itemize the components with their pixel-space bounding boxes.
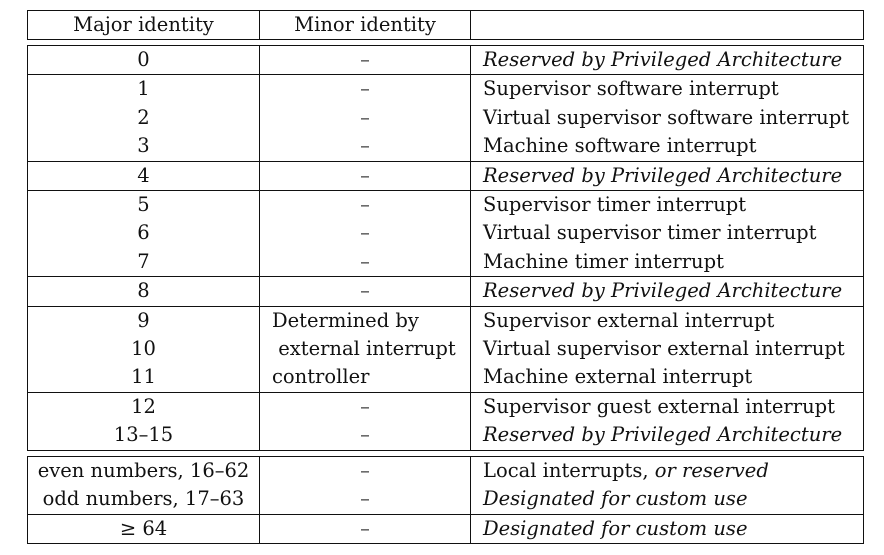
- major-identity-cell: 6: [27, 219, 260, 248]
- table-row: 2– Virtual supervisor software interrupt: [27, 103, 864, 133]
- major-identity-cell: 4: [27, 160, 260, 192]
- minor-identity-cell: –: [259, 455, 471, 486]
- major-identity-cell: even numbers, 16–62: [27, 455, 260, 486]
- minor-identity-cell: –: [259, 160, 471, 192]
- minor-identity-cell: –: [259, 74, 471, 104]
- table-row: 7– Machine timer interrupt: [27, 247, 864, 278]
- description-cell: Supervisor external interrupt: [470, 305, 864, 336]
- table-row: 9 Determined by Supervisor external interr…: [27, 305, 864, 336]
- description-cell: Machine external interrupt: [470, 363, 864, 393]
- minor-identity-cell: –: [259, 103, 471, 133]
- description-cell: Machine timer interrupt: [470, 247, 864, 278]
- description-cell: Reserved by Privileged Architecture: [470, 421, 864, 451]
- major-identity-cell: 9: [27, 305, 260, 336]
- minor-identity-cell: –: [259, 485, 471, 515]
- major-identity-cell: 12: [27, 391, 260, 422]
- description-cell: Designated for custom use: [470, 485, 864, 515]
- header-description: [470, 10, 864, 40]
- description-note: or reserved: [654, 458, 769, 482]
- major-identity-cell: 0: [27, 44, 260, 76]
- description-cell: Supervisor software interrupt: [470, 74, 864, 104]
- table-row: ≥ 64– Designated for custom use: [27, 513, 864, 544]
- header-row: Major identity Minor identity: [27, 10, 864, 40]
- major-identity-cell: 11: [27, 363, 260, 393]
- table-row: even numbers, 16–62– Local interrupts, or…: [27, 455, 864, 486]
- minor-identity-cell: –: [259, 513, 471, 544]
- description-cell: Reserved by Privileged Architecture: [470, 160, 864, 192]
- table-row: 0– Reserved by Privileged Architecture: [27, 44, 864, 76]
- major-identity-cell: odd numbers, 17–63: [27, 485, 260, 515]
- interrupt-identity-table: Major identity Minor identity 0– Reserved…: [27, 10, 864, 544]
- major-identity-cell: ≥ 64: [27, 513, 260, 544]
- description-cell: Virtual supervisor external interrupt: [470, 335, 864, 364]
- description-cell: Reserved by Privileged Architecture: [470, 276, 864, 307]
- major-identity-cell: 3: [27, 132, 260, 162]
- major-identity-cell: 8: [27, 276, 260, 307]
- description-cell: Designated for custom use: [470, 513, 864, 544]
- table-row: 10 external interrupt Virtual supervisor …: [27, 335, 864, 364]
- major-identity-cell: 1: [27, 74, 260, 104]
- description-cell: Supervisor guest external interrupt: [470, 391, 864, 422]
- major-identity-cell: 2: [27, 103, 260, 133]
- minor-identity-cell: –: [259, 219, 471, 248]
- minor-identity-cell: Determined by: [259, 305, 471, 336]
- table-row: 1– Supervisor software interrupt: [27, 74, 864, 104]
- description-cell: Virtual supervisor software interrupt: [470, 103, 864, 133]
- description-cell: Supervisor timer interrupt: [470, 190, 864, 220]
- table-row: 12– Supervisor guest external interrupt: [27, 391, 864, 422]
- minor-identity-cell: –: [259, 132, 471, 162]
- major-identity-cell: 5: [27, 190, 260, 220]
- table-row: 11 controller Machine external interrupt: [27, 363, 864, 393]
- minor-identity-cell: –: [259, 391, 471, 422]
- description-cell: Reserved by Privileged Architecture: [470, 44, 864, 76]
- minor-identity-cell: controller: [259, 363, 471, 393]
- description-cell: Virtual supervisor timer interrupt: [470, 219, 864, 248]
- header-minor-identity: Minor identity: [259, 10, 471, 40]
- table-body: Major identity Minor identity 0– Reserved…: [27, 10, 864, 544]
- header-major-identity: Major identity: [27, 10, 260, 40]
- table-row: 6– Virtual supervisor timer interrupt: [27, 219, 864, 248]
- description-text: Local interrupts,: [483, 458, 655, 482]
- minor-identity-cell: external interrupt: [259, 335, 471, 364]
- table-row: 13–15– Reserved by Privileged Architectur…: [27, 421, 864, 451]
- table-row: 3– Machine software interrupt: [27, 132, 864, 162]
- table-row: 8– Reserved by Privileged Architecture: [27, 276, 864, 307]
- minor-identity-cell: –: [259, 276, 471, 307]
- major-identity-cell: 13–15: [27, 421, 260, 451]
- description-cell: Machine software interrupt: [470, 132, 864, 162]
- minor-identity-cell: –: [259, 421, 471, 451]
- table-row: 4– Reserved by Privileged Architecture: [27, 160, 864, 192]
- table-row: odd numbers, 17–63– Designated for custom…: [27, 485, 864, 515]
- minor-identity-cell: –: [259, 44, 471, 76]
- description-cell: Local interrupts, or reserved: [470, 455, 864, 486]
- minor-identity-cell: –: [259, 190, 471, 220]
- minor-identity-cell: –: [259, 247, 471, 278]
- major-identity-cell: 7: [27, 247, 260, 278]
- table-row: 5– Supervisor timer interrupt: [27, 190, 864, 220]
- major-identity-cell: 10: [27, 335, 260, 364]
